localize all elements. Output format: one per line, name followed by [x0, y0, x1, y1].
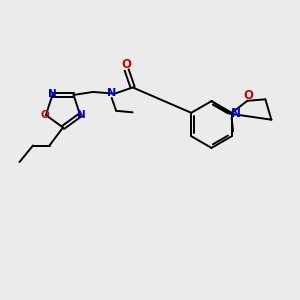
Text: N: N: [48, 89, 57, 99]
Text: O: O: [122, 58, 132, 71]
Text: N: N: [107, 88, 116, 98]
Text: O: O: [40, 110, 49, 120]
Text: O: O: [243, 89, 253, 102]
Text: N: N: [77, 110, 86, 120]
Text: N: N: [230, 106, 241, 120]
